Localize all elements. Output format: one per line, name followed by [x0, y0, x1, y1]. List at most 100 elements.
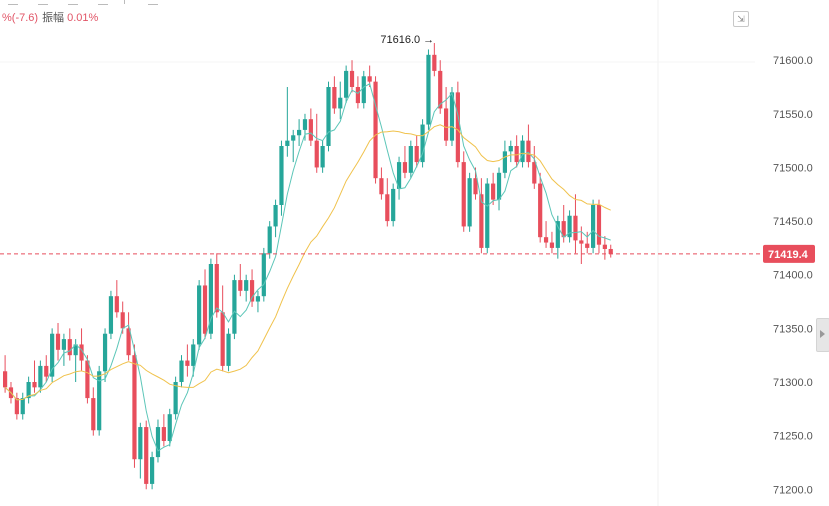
candle-body	[126, 328, 131, 356]
candle-body	[55, 333, 61, 350]
candle-body	[508, 146, 513, 152]
candle-body	[608, 248, 613, 254]
candle-body	[349, 70, 355, 87]
candle-body	[344, 70, 349, 98]
candle-body	[461, 162, 466, 227]
current-price-badge: 71419.4	[763, 244, 815, 263]
candle-body	[155, 427, 161, 458]
candle-body	[426, 54, 431, 125]
y-axis-tick-label: 71400.0	[773, 270, 813, 282]
candle-body	[538, 183, 543, 238]
amplitude-label: 振幅	[42, 12, 65, 24]
candle-body	[555, 221, 560, 248]
grid	[0, 0, 755, 506]
candle-body	[579, 240, 584, 244]
candle-body	[455, 92, 460, 163]
candle-body	[232, 280, 237, 334]
price-info-bar: %(-7.6) 振幅 0.01%	[2, 9, 98, 25]
candle-body	[549, 242, 555, 248]
candle-body	[26, 382, 31, 399]
y-axis-tick-label: 71500.0	[773, 162, 813, 174]
candle-body	[202, 285, 208, 334]
y-axis-tick-label: 71600.0	[773, 55, 813, 67]
candle-body	[520, 140, 525, 163]
candle-body	[467, 178, 472, 227]
candle-body	[179, 360, 184, 382]
candle-body	[496, 172, 502, 200]
candle-body	[361, 76, 366, 104]
candle-body	[473, 178, 478, 195]
candle-body	[73, 344, 78, 356]
divider	[124, 0, 131, 4]
y-axis-tick-label: 71300.0	[773, 377, 813, 389]
candle-body	[532, 162, 537, 184]
candle-body	[526, 140, 531, 163]
candle-body	[32, 382, 37, 388]
chevron-right-icon[interactable]	[816, 318, 829, 352]
current-price-label: 71419.4	[768, 249, 809, 261]
candle-body	[114, 296, 119, 313]
candle-body	[61, 339, 66, 350]
candle-body	[543, 237, 549, 243]
candle-body	[91, 398, 96, 431]
candle-body	[79, 344, 84, 361]
candle-body	[391, 188, 396, 222]
toolbar-icon[interactable]	[38, 0, 48, 5]
candle-body	[173, 382, 178, 415]
candle-body	[338, 97, 343, 109]
candle-body	[244, 280, 249, 291]
candle-wicks	[4, 43, 612, 490]
candle-body	[444, 108, 449, 141]
candle-body	[85, 360, 90, 399]
candle-body	[14, 398, 19, 415]
candle-body	[208, 264, 213, 334]
ma-fast-line	[4, 83, 611, 452]
toolbar-icon[interactable]	[148, 0, 158, 5]
candle-body	[449, 92, 455, 141]
candle-body	[320, 146, 325, 168]
y-axis-tick-label: 71550.0	[773, 109, 813, 121]
candle-body	[161, 427, 166, 441]
candle-body	[20, 398, 25, 415]
fit-screen-icon[interactable]: ⇲	[733, 11, 749, 27]
candle-body	[38, 365, 43, 388]
candle-body	[602, 244, 607, 249]
y-axis-tick-label: 71250.0	[773, 431, 813, 443]
candle-body	[514, 146, 519, 163]
candle-body	[596, 205, 602, 245]
toolbar-icon[interactable]	[8, 0, 18, 5]
toolbar-icon[interactable]	[98, 0, 108, 5]
candle-body	[120, 312, 125, 329]
candle-body	[432, 54, 437, 71]
candle-body	[408, 146, 413, 173]
candle-body	[279, 146, 284, 205]
candle-body	[44, 365, 49, 377]
candle-body	[285, 140, 290, 146]
candle-body	[144, 427, 149, 484]
candle-body	[355, 87, 360, 104]
change-text: %(-7.6)	[2, 12, 39, 24]
candle-body	[132, 355, 137, 460]
candle-body	[385, 194, 390, 222]
candle-body	[255, 296, 261, 302]
toolbar-icon[interactable]	[68, 0, 78, 5]
candle-body	[308, 119, 313, 141]
candle-body	[332, 87, 337, 109]
candle-body	[220, 312, 225, 366]
candle-body	[414, 146, 419, 163]
candle-body	[491, 183, 496, 200]
y-axis-tick-label: 71450.0	[773, 216, 813, 228]
candle-body	[261, 253, 266, 297]
price-axis: 71200.0 71250.0 71300.0 71350.0 71400.0 71450…	[773, 55, 813, 496]
candle-body	[396, 162, 402, 189]
candle-body	[108, 296, 114, 334]
candle-body	[561, 221, 566, 238]
candle-body	[591, 205, 596, 248]
candle-body	[326, 87, 331, 146]
candle-body	[50, 333, 55, 377]
candle-body	[97, 371, 102, 431]
candle-body	[585, 243, 590, 248]
candle-body	[438, 70, 443, 109]
candle-body	[67, 339, 72, 356]
